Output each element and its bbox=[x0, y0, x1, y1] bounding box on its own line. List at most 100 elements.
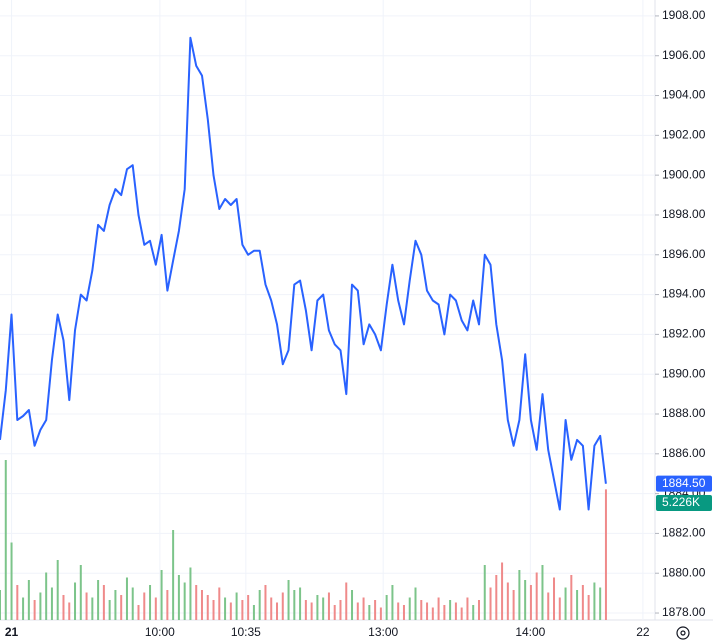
volume-bar bbox=[506, 582, 509, 620]
volume-bar bbox=[351, 590, 354, 620]
settings-icon[interactable] bbox=[676, 626, 690, 640]
volume-bar bbox=[125, 577, 128, 620]
volume-bar bbox=[85, 592, 88, 620]
grid bbox=[0, 0, 655, 620]
volume-bar bbox=[449, 600, 452, 620]
volume-bar bbox=[489, 587, 492, 620]
y-tick-label: 1886.00 bbox=[662, 446, 706, 460]
volume-bar bbox=[27, 580, 30, 620]
price-line bbox=[0, 36, 607, 511]
volume-bar bbox=[356, 602, 359, 620]
volume-bar bbox=[599, 587, 602, 620]
volume-bar bbox=[408, 597, 411, 620]
volume-bar bbox=[252, 605, 255, 620]
volume-bar bbox=[183, 582, 186, 620]
volume-bar bbox=[570, 575, 573, 620]
x-tick-label: 13:00 bbox=[368, 625, 398, 639]
volume-bar bbox=[108, 600, 111, 620]
volume-bar bbox=[50, 587, 53, 620]
volume-bar bbox=[97, 580, 100, 620]
price-label-box bbox=[656, 475, 712, 492]
volume-bar bbox=[402, 605, 405, 620]
volume-bar bbox=[218, 587, 221, 620]
volume-bar bbox=[56, 560, 59, 620]
y-tick-label: 1880.00 bbox=[662, 565, 706, 579]
volume-bar bbox=[166, 590, 169, 620]
y-tick-label: 1904.00 bbox=[662, 88, 706, 102]
volume-bar bbox=[160, 570, 163, 620]
volume-bar bbox=[281, 592, 284, 620]
volume-bar bbox=[460, 607, 463, 620]
volume-bar bbox=[177, 575, 180, 620]
volume-bar bbox=[195, 585, 198, 620]
volume-bar bbox=[33, 600, 36, 620]
volume-bar bbox=[437, 597, 440, 620]
volume-bar bbox=[322, 597, 325, 620]
x-tick-label: 14:00 bbox=[515, 625, 545, 639]
y-tick-label: 1892.00 bbox=[662, 327, 706, 341]
volume-bar bbox=[472, 605, 475, 620]
y-tick-label: 1882.00 bbox=[662, 526, 706, 540]
volume-label: 5.226K bbox=[662, 495, 700, 509]
volume-bar bbox=[593, 582, 596, 620]
volume-bar bbox=[304, 600, 307, 620]
volume-bar bbox=[149, 585, 152, 620]
volume-bar bbox=[397, 602, 400, 620]
volume-bar bbox=[74, 582, 77, 620]
volume-bar bbox=[385, 595, 388, 620]
y-tick-label: 1906.00 bbox=[662, 48, 706, 62]
volume-bar bbox=[316, 595, 319, 620]
volume-bar bbox=[247, 595, 250, 620]
volume-bar bbox=[137, 605, 140, 620]
volume-bar bbox=[120, 595, 123, 620]
settings-gear[interactable] bbox=[676, 626, 690, 640]
volume-bar bbox=[345, 582, 348, 620]
volume-bar bbox=[241, 600, 244, 620]
volume-bar bbox=[454, 602, 457, 620]
x-tick-label: 10:00 bbox=[145, 625, 175, 639]
volume-bar bbox=[154, 597, 157, 620]
volume-bar bbox=[143, 592, 146, 620]
y-tick-label: 1888.00 bbox=[662, 406, 706, 420]
volume-bar bbox=[310, 602, 313, 620]
volume-bar bbox=[16, 585, 19, 620]
volume-bar bbox=[10, 542, 13, 620]
y-tick-label: 1908.00 bbox=[662, 8, 706, 22]
volume-bar bbox=[368, 605, 371, 620]
y-tick-label: 1878.00 bbox=[662, 605, 706, 619]
volume-bar bbox=[22, 597, 25, 620]
volume-bar bbox=[333, 605, 336, 620]
x-tick-label: 22 bbox=[636, 625, 650, 639]
volume-bar bbox=[327, 592, 330, 620]
y-tick-label: 1890.00 bbox=[662, 366, 706, 380]
volume-bar bbox=[524, 580, 527, 620]
volume-bar bbox=[264, 585, 267, 620]
volume-bar bbox=[172, 530, 175, 620]
volume-bar bbox=[235, 592, 238, 620]
volume-bar bbox=[91, 597, 94, 620]
volume-bar bbox=[391, 585, 394, 620]
volume-bar bbox=[604, 489, 607, 620]
volume-bar bbox=[374, 600, 377, 620]
volume-bar bbox=[477, 600, 480, 620]
volume-bar bbox=[518, 570, 521, 620]
volume-bar bbox=[547, 592, 550, 620]
volume-bar bbox=[206, 595, 209, 620]
volume-bar bbox=[581, 585, 584, 620]
settings-hub[interactable] bbox=[680, 630, 686, 636]
volume-bar bbox=[39, 592, 42, 620]
volume-bar bbox=[576, 590, 579, 620]
y-tick-label: 1898.00 bbox=[662, 207, 706, 221]
y-tick-label: 1894.00 bbox=[662, 287, 706, 301]
volume-bar bbox=[541, 565, 544, 620]
volume-bar bbox=[131, 587, 134, 620]
volume-bar bbox=[553, 577, 556, 620]
volume-bar bbox=[501, 562, 504, 620]
volume-bar bbox=[62, 595, 65, 620]
volume-bar bbox=[426, 602, 429, 620]
volume-bar bbox=[114, 590, 117, 620]
volume-bar bbox=[362, 597, 365, 620]
volume-bar bbox=[102, 585, 105, 620]
volume-bar bbox=[379, 607, 382, 620]
